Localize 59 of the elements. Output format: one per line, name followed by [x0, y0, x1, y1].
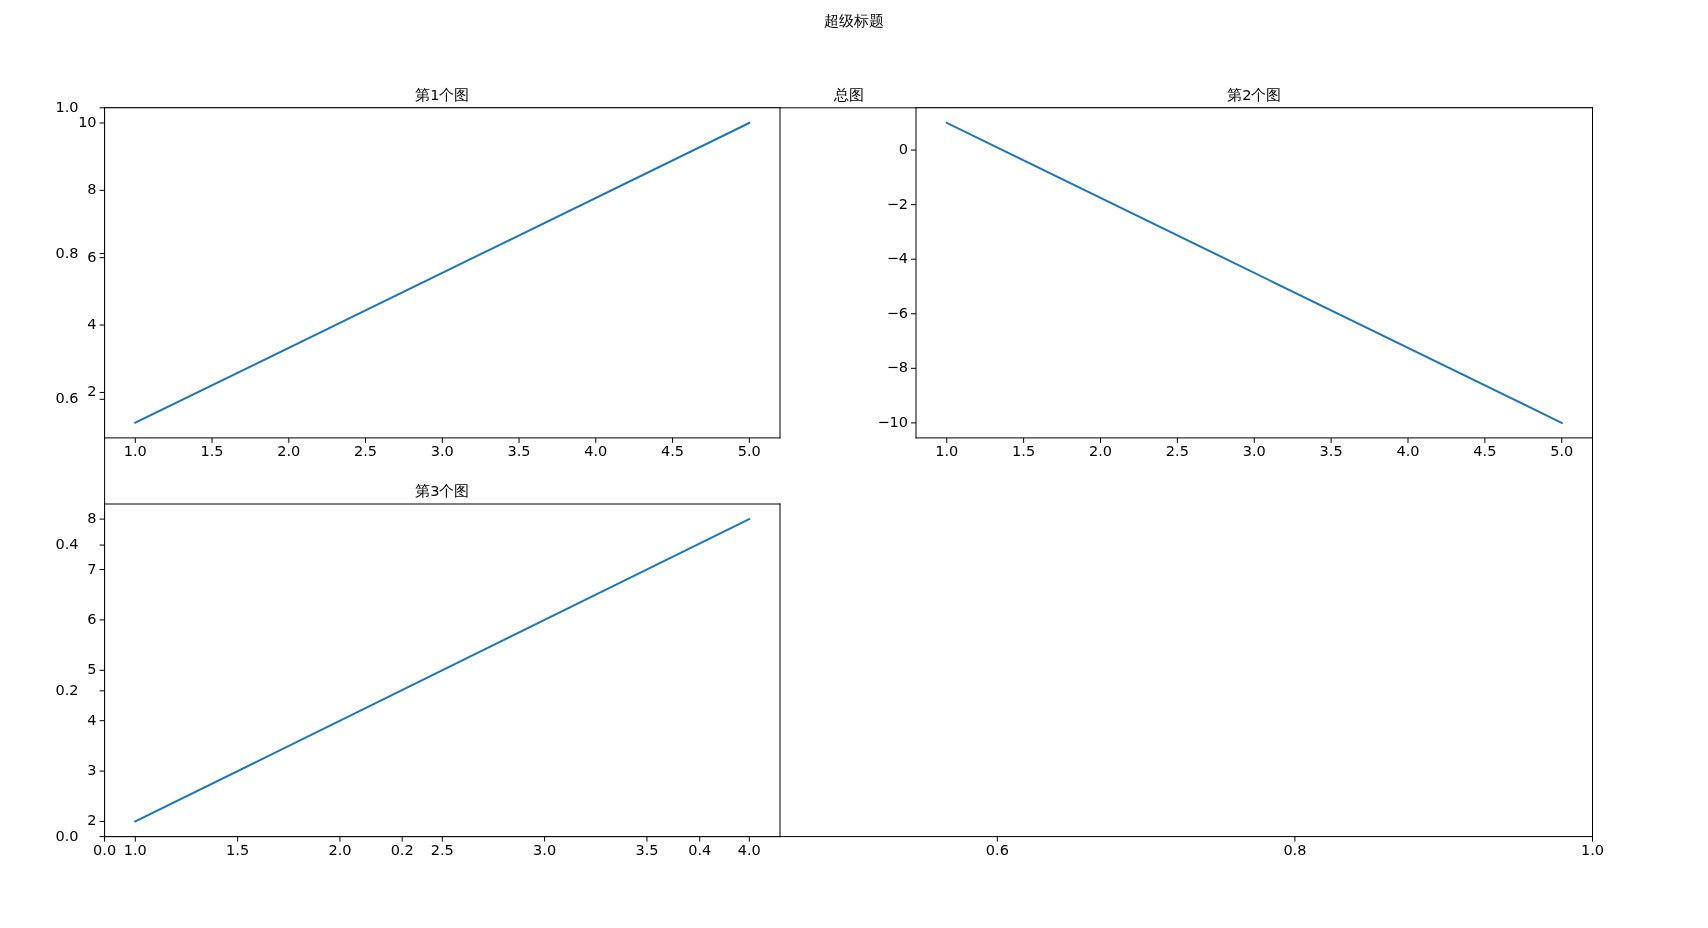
y-tick-label: 1.0: [55, 98, 79, 115]
x-tick-label: 1.5: [1012, 443, 1036, 460]
y-tick-label: 3: [87, 762, 97, 779]
x-tick-label: 2.5: [1165, 443, 1189, 460]
y-tick-label: 2: [87, 383, 97, 400]
x-tick-label: 2.0: [1088, 443, 1113, 460]
y-tick-label: 4: [87, 711, 97, 728]
y-tick-label: 5: [87, 661, 97, 678]
x-tick-label: 1.0: [1580, 842, 1605, 859]
y-tick-label: 2: [87, 812, 97, 829]
chart-subtitle: 总图: [832, 86, 864, 103]
y-tick-label: 4: [87, 316, 97, 333]
x-tick-label: 2.0: [328, 842, 352, 859]
x-tick-label: 5.0: [1550, 443, 1574, 460]
x-tick-label: 3.5: [507, 443, 531, 460]
y-tick-label: 0.6: [55, 390, 79, 407]
y-tick-label: 6: [87, 248, 97, 265]
y-tick-label: 8: [87, 510, 97, 527]
y-tick-label: 0.2: [55, 681, 79, 698]
x-tick-label: 4.0: [737, 842, 761, 859]
y-tick-label: 0: [898, 141, 908, 158]
x-tick-label: 2.5: [354, 443, 378, 460]
x-tick-label: 0.8: [1283, 842, 1307, 859]
x-tick-label: 1.5: [200, 443, 224, 460]
y-tick-label: −2: [886, 195, 908, 212]
chart-title: 第2个图: [1227, 86, 1282, 103]
y-tick-label: 10: [78, 113, 97, 130]
x-tick-label: 5.0: [737, 443, 761, 460]
y-tick-label: 8: [87, 181, 97, 198]
y-tick-label: 0.4: [55, 536, 79, 553]
x-tick-label: 0.2: [390, 842, 414, 859]
x-tick-label: 3.5: [1319, 443, 1343, 460]
y-tick-label: 0.0: [55, 827, 79, 844]
chart-title: 第1个图: [415, 86, 470, 103]
x-tick-label: 3.0: [430, 443, 454, 460]
x-tick-label: 4.5: [1473, 443, 1497, 460]
y-tick-label: −8: [886, 359, 908, 376]
x-tick-label: 1.5: [226, 842, 250, 859]
x-tick-label: 0.4: [688, 842, 712, 859]
x-tick-label: 3.5: [635, 842, 659, 859]
y-tick-label: 7: [87, 560, 97, 577]
x-tick-label: 4.0: [584, 443, 608, 460]
x-tick-label: 1.0: [123, 842, 147, 859]
x-tick-label: 1.0: [935, 443, 959, 460]
x-tick-label: 4.5: [661, 443, 685, 460]
x-tick-label: 1.0: [123, 443, 147, 460]
x-tick-label: 0.6: [985, 842, 1009, 859]
y-tick-label: −4: [886, 250, 908, 267]
y-tick-label: −10: [877, 413, 908, 430]
x-tick-label: 2.0: [277, 443, 301, 460]
x-tick-label: 3.0: [533, 842, 557, 859]
x-tick-label: 3.0: [1242, 443, 1266, 460]
x-tick-label: 2.5: [430, 842, 454, 859]
y-tick-label: 6: [87, 610, 97, 627]
chart-title: 超级标题: [824, 13, 884, 29]
y-tick-label: −6: [886, 304, 908, 321]
x-tick-label: 4.0: [1396, 443, 1420, 460]
chart-title: 第3个图: [415, 483, 470, 499]
y-tick-label: 0.8: [55, 244, 79, 261]
